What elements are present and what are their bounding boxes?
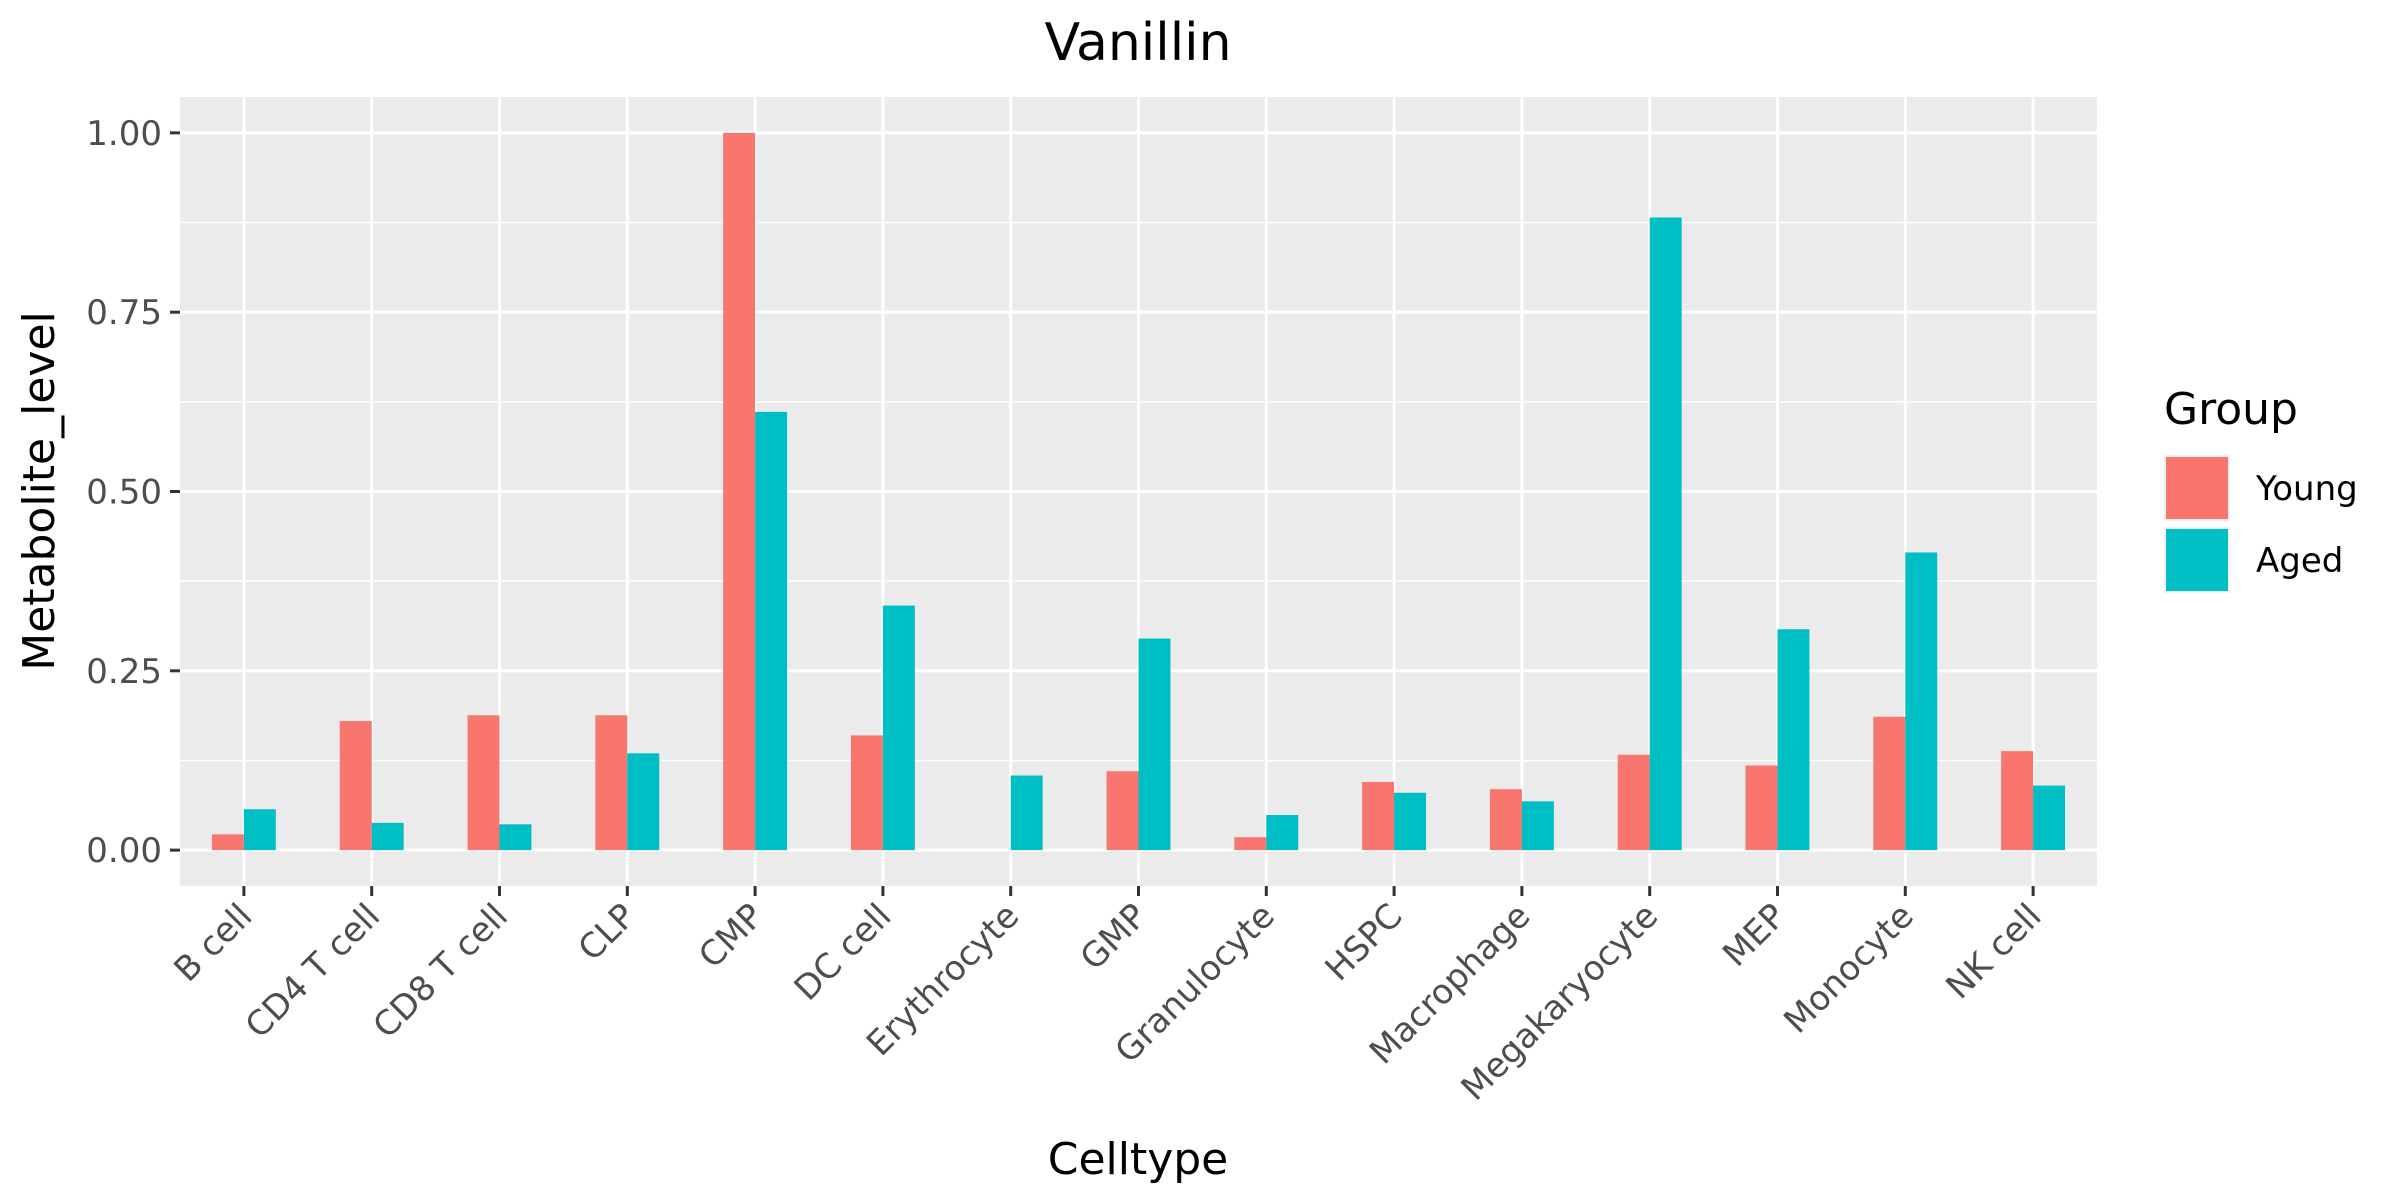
x-tick-label: CD8 T cell xyxy=(366,896,516,1046)
x-tick-label: CMP xyxy=(691,896,771,976)
legend-items: Young Aged xyxy=(2164,455,2358,593)
bar-aged-cd8-t-cell xyxy=(499,824,532,851)
bar-young-monocyte xyxy=(1873,716,1906,851)
bar-aged-b-cell xyxy=(243,809,276,851)
x-tick-label: MEP xyxy=(1715,896,1794,975)
x-tick-label: GMP xyxy=(1073,896,1155,978)
bar-aged-nk-cell xyxy=(2033,785,2066,851)
bar-young-nk-cell xyxy=(2001,751,2034,851)
y-axis: 0.00 0.25 0.50 0.75 1.00 xyxy=(86,114,180,871)
x-tick-label: B cell xyxy=(166,896,260,990)
bar-young-dc-cell xyxy=(850,735,883,851)
bar-aged-gmp xyxy=(1138,638,1171,851)
y-tick-label: 0.00 xyxy=(86,831,162,871)
y-tick-label: 0.75 xyxy=(86,293,162,333)
bar-aged-mep xyxy=(1777,629,1810,851)
x-tick-label: NK cell xyxy=(1938,896,2049,1007)
chart-title: Vanillin xyxy=(1044,13,1231,73)
x-tick-label: CLP xyxy=(571,896,644,969)
bar-aged-hspc xyxy=(1394,792,1427,851)
legend-swatch-young xyxy=(2166,457,2228,519)
bar-aged-cd4-t-cell xyxy=(371,822,404,851)
x-tick-label: HSPC xyxy=(1318,896,1411,989)
y-tick-label: 0.25 xyxy=(86,652,162,692)
x-tick-label: DC cell xyxy=(787,896,900,1009)
y-axis-title: Metabolite_level xyxy=(14,311,65,671)
bar-young-clp xyxy=(595,715,628,851)
legend-title: Group xyxy=(2164,384,2298,435)
x-tick-label: CD4 T cell xyxy=(238,896,388,1046)
bar-aged-cmp xyxy=(755,411,788,851)
bar-young-cmp xyxy=(723,132,756,851)
bar-aged-erythrocyte xyxy=(1010,775,1043,851)
bar-young-macrophage xyxy=(1489,789,1522,851)
bar-aged-monocyte xyxy=(1905,552,1938,851)
x-tick-label: Monocyte xyxy=(1776,896,1921,1041)
x-axis-title: Celltype xyxy=(1048,1134,1229,1185)
bar-young-megakaryocyte xyxy=(1617,754,1650,851)
bar-aged-granulocyte xyxy=(1266,814,1299,851)
bars xyxy=(211,132,2066,851)
bar-young-gmp xyxy=(1106,771,1139,851)
bar-young-mep xyxy=(1745,765,1778,851)
bar-young-granulocyte xyxy=(1234,837,1267,851)
bar-aged-megakaryocyte xyxy=(1649,217,1682,851)
bar-aged-dc-cell xyxy=(882,605,915,851)
bar-aged-macrophage xyxy=(1521,801,1554,851)
legend-swatch-aged xyxy=(2166,529,2228,591)
legend-label-young: Young xyxy=(2255,469,2358,509)
bar-young-hspc xyxy=(1362,781,1395,851)
legend-label-aged: Aged xyxy=(2256,541,2343,581)
bar-aged-clp xyxy=(627,753,660,851)
y-tick-label: 1.00 xyxy=(86,114,162,154)
legend: Group Young Aged xyxy=(2164,384,2358,593)
bar-young-cd8-t-cell xyxy=(467,715,500,851)
bar-young-cd4-t-cell xyxy=(339,721,372,851)
y-tick-label: 0.50 xyxy=(86,473,162,513)
bar-young-b-cell xyxy=(211,834,244,851)
